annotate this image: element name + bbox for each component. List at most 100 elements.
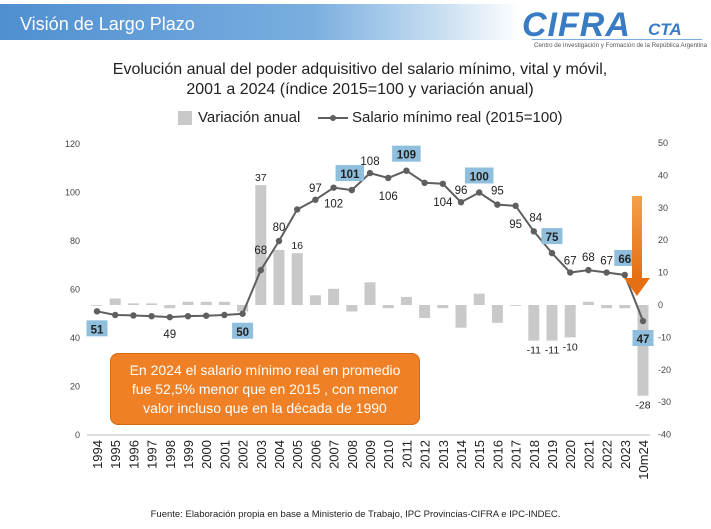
bar-2003 bbox=[255, 185, 267, 305]
x-tick-2012: 2012 bbox=[418, 440, 433, 469]
salary-point-2000 bbox=[203, 312, 210, 319]
chart-plot: 0 20 40 60 80 100 120 -40 -30 -20 -10 0 10 20 30 40 50 19… bbox=[65, 138, 671, 480]
bar-label-2019: -11 bbox=[545, 345, 560, 357]
bar-10m24 bbox=[637, 305, 649, 396]
salary-point-2012 bbox=[421, 179, 428, 186]
x-tick-2005: 2005 bbox=[290, 440, 305, 469]
highlight-box-2015 bbox=[464, 167, 494, 184]
down-arrow bbox=[624, 196, 650, 296]
salary-point-2017 bbox=[512, 202, 519, 210]
x-tick-1994: 1994 bbox=[90, 440, 105, 469]
axes-layer: 0 20 40 60 80 100 120 -40 -30 -20 -10 0 10 20 30 40 50 19… bbox=[65, 138, 671, 480]
x-tick-2022: 2022 bbox=[600, 440, 615, 469]
x-tick-1996: 1996 bbox=[126, 440, 141, 469]
right-tick--10: -10 bbox=[658, 332, 671, 342]
salary-point-2023 bbox=[621, 271, 628, 279]
left-tick-20: 20 bbox=[70, 382, 80, 392]
point-label-2013: 104 bbox=[433, 197, 453, 209]
bar-2005 bbox=[291, 253, 303, 305]
salary-point-1995 bbox=[112, 311, 119, 319]
point-label-1998: 49 bbox=[163, 329, 176, 341]
highlight-box-2011 bbox=[392, 145, 421, 162]
salary-point-2022 bbox=[603, 269, 610, 276]
salary-point-2003 bbox=[257, 266, 264, 274]
salary-point-2001 bbox=[221, 311, 228, 319]
bar-2018 bbox=[528, 305, 540, 341]
x-tick-2003: 2003 bbox=[254, 440, 269, 469]
bar-2000 bbox=[200, 301, 212, 305]
salary-point-2020 bbox=[567, 269, 574, 276]
line-layer bbox=[93, 167, 647, 325]
bar-2022 bbox=[601, 305, 613, 309]
right-tick-40: 40 bbox=[658, 170, 668, 180]
x-tick-10m24: 10m24 bbox=[636, 440, 651, 480]
salary-point-2019 bbox=[548, 249, 556, 257]
chart-legend: Variación anual Salario mínimo real (201… bbox=[0, 108, 711, 128]
right-tick-10: 10 bbox=[658, 268, 668, 278]
salary-point-2018 bbox=[530, 228, 537, 235]
point-label-2018: 84 bbox=[529, 212, 542, 224]
salary-point-2008 bbox=[348, 186, 355, 194]
chart-title-line-1: Evolución anual del poder adquisitivo de… bbox=[112, 61, 608, 78]
point-label-2019: 75 bbox=[546, 232, 559, 244]
point-label-2022: 67 bbox=[600, 256, 613, 268]
highlight-box-10m24 bbox=[632, 330, 654, 347]
left-tick-40: 40 bbox=[70, 333, 80, 343]
bar-label-2005: 16 bbox=[291, 240, 303, 252]
salary-point-10m24 bbox=[639, 317, 647, 325]
point-label-2003: 68 bbox=[254, 245, 267, 257]
x-tick-2021: 2021 bbox=[581, 440, 596, 469]
x-tick-2006: 2006 bbox=[308, 440, 323, 469]
logo-cta-text: CTA bbox=[648, 20, 682, 39]
salary-point-2011 bbox=[403, 167, 410, 174]
bar-2013 bbox=[437, 305, 449, 309]
header-bar: Visión de Largo Plazo bbox=[0, 4, 520, 40]
highlight-box-2023 bbox=[614, 249, 636, 266]
bar-1994 bbox=[91, 305, 103, 306]
point-label-2002: 50 bbox=[236, 327, 249, 339]
point-label-2020: 67 bbox=[564, 256, 577, 268]
point-label-2007: 102 bbox=[324, 199, 343, 211]
x-tick-2011: 2011 bbox=[399, 440, 414, 468]
bar-2014 bbox=[455, 305, 467, 328]
right-tick-0: 0 bbox=[658, 300, 663, 310]
bar-label-10m24: -28 bbox=[635, 400, 650, 412]
salary-point-2009 bbox=[366, 169, 374, 177]
bar-1998 bbox=[164, 305, 176, 309]
x-tick-2018: 2018 bbox=[527, 440, 542, 469]
bar-1997 bbox=[146, 303, 158, 305]
x-tick-2017: 2017 bbox=[509, 440, 524, 469]
right-tick--40: -40 bbox=[658, 430, 671, 440]
chart-title: Evolución anual del poder adquisitivo de… bbox=[60, 60, 660, 100]
x-tick-2000: 2000 bbox=[199, 440, 214, 469]
salary-point-2010 bbox=[385, 174, 392, 182]
point-label-2023: 66 bbox=[618, 254, 631, 266]
x-tick-2020: 2020 bbox=[563, 440, 578, 469]
point-label-2016: 95 bbox=[491, 186, 504, 198]
legend-bar-label: Variación anual bbox=[198, 109, 301, 126]
salary-point-2016 bbox=[494, 201, 501, 208]
bars-layer bbox=[91, 185, 649, 396]
salary-point-2004 bbox=[275, 237, 283, 245]
x-tick-1999: 1999 bbox=[181, 440, 196, 469]
bar-label-2003: 37 bbox=[255, 172, 267, 184]
labels-layer: 51 49 506880971021011081061091049610095958… bbox=[86, 145, 654, 412]
bar-2009 bbox=[364, 282, 376, 305]
right-tick--30: -30 bbox=[658, 397, 671, 407]
annotation-callout: En 2024 el salario mínimo real en promed… bbox=[110, 353, 420, 425]
salary-point-2021 bbox=[585, 266, 592, 274]
x-tick-2007: 2007 bbox=[327, 440, 342, 469]
bar-2006 bbox=[309, 295, 321, 305]
right-tick-50: 50 bbox=[658, 138, 668, 148]
cifra-logo: CIFRA CTA Centro de Investigación y Form… bbox=[522, 6, 708, 54]
bar-2015 bbox=[473, 293, 485, 305]
point-label-2021: 68 bbox=[582, 252, 595, 264]
bar-2007 bbox=[328, 288, 340, 305]
salary-point-2015 bbox=[476, 189, 483, 196]
bar-1996 bbox=[127, 303, 139, 305]
point-label-2011: 109 bbox=[397, 150, 416, 162]
bar-2021 bbox=[582, 301, 594, 305]
x-tick-2001: 2001 bbox=[217, 440, 232, 469]
logo-subtitle: Centro de Investigación y Formación de l… bbox=[534, 42, 708, 49]
bar-2020 bbox=[564, 305, 576, 338]
